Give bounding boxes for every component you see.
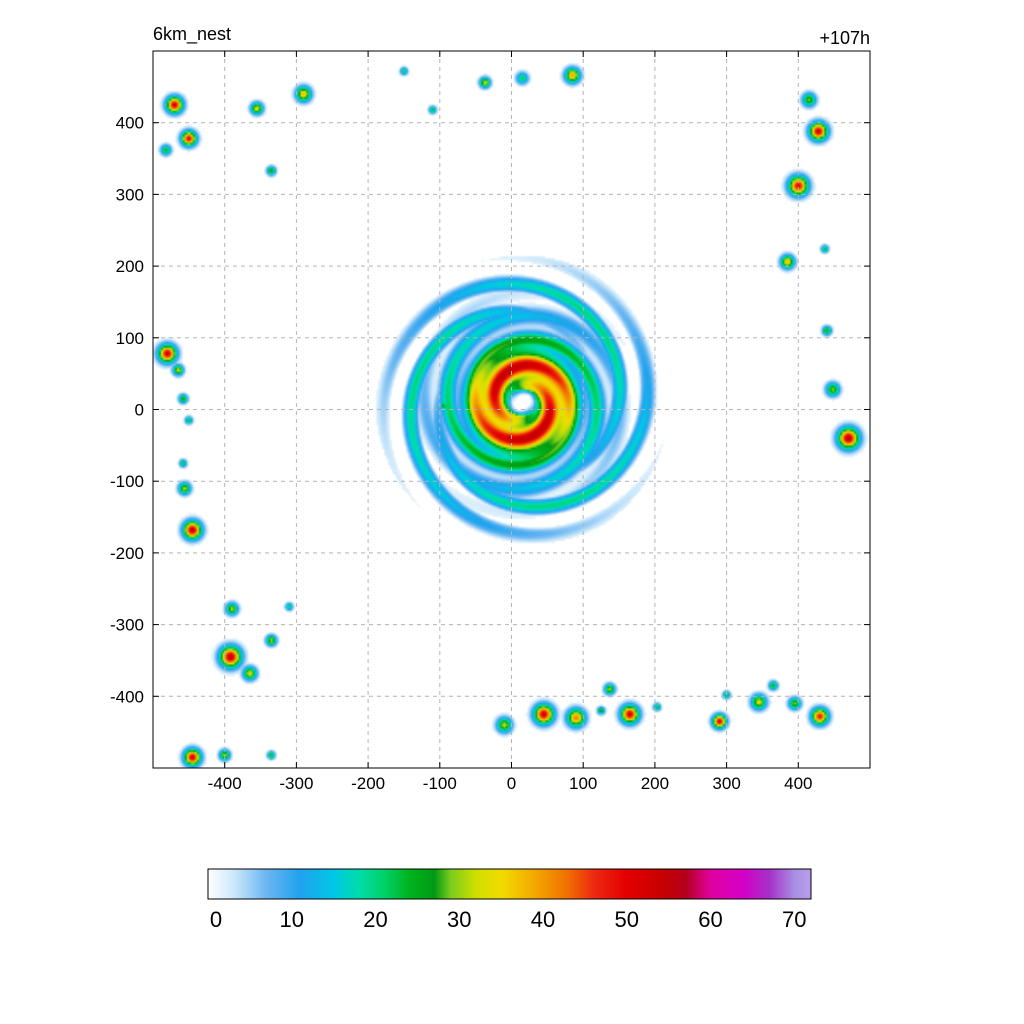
colorbar (207, 868, 812, 900)
precipitation-field (153, 51, 870, 768)
x-tick-label: 100 (569, 774, 597, 793)
y-tick-label: 300 (116, 185, 144, 204)
y-axis-tick-labels: 400 300 200 100 0 -100 -200 -300 -400 (110, 114, 144, 707)
colorbar-tick-label: 60 (698, 907, 722, 932)
y-axis-ticks (153, 122, 870, 697)
x-tick-label: -300 (279, 774, 313, 793)
colorbar-tick-label: 70 (782, 907, 806, 932)
colorbar-tick-label: 30 (447, 907, 471, 932)
colorbar-tick-label: 40 (531, 907, 555, 932)
y-tick-label: 0 (135, 401, 144, 420)
x-tick-label: -100 (423, 774, 457, 793)
y-tick-label: -100 (110, 472, 144, 491)
x-tick-label: -400 (208, 774, 242, 793)
x-axis-ticks (224, 51, 799, 768)
x-tick-label: 300 (712, 774, 740, 793)
plot-title-right: +107h (819, 28, 870, 48)
y-tick-label: -200 (110, 544, 144, 563)
y-tick-label: 400 (116, 114, 144, 133)
y-tick-label: -400 (110, 687, 144, 706)
y-tick-label: -300 (110, 616, 144, 635)
x-axis-tick-labels: -400 -300 -200 -100 0 100 200 300 400 (208, 774, 813, 793)
colorbar-tick-label: 50 (615, 907, 639, 932)
y-tick-label: 100 (116, 329, 144, 348)
colorbar-tick-labels: 0 10 20 30 40 50 60 70 (210, 907, 807, 932)
x-tick-label: -200 (351, 774, 385, 793)
colorbar-tick-label: 20 (363, 907, 387, 932)
y-tick-label: 200 (116, 257, 144, 276)
x-tick-label: 200 (641, 774, 669, 793)
x-tick-label: 0 (507, 774, 516, 793)
colorbar-tick-label: 0 (210, 907, 222, 932)
x-tick-label: 400 (784, 774, 812, 793)
plot-title-left: 6km_nest (153, 24, 231, 45)
colorbar-tick-label: 10 (280, 907, 304, 932)
